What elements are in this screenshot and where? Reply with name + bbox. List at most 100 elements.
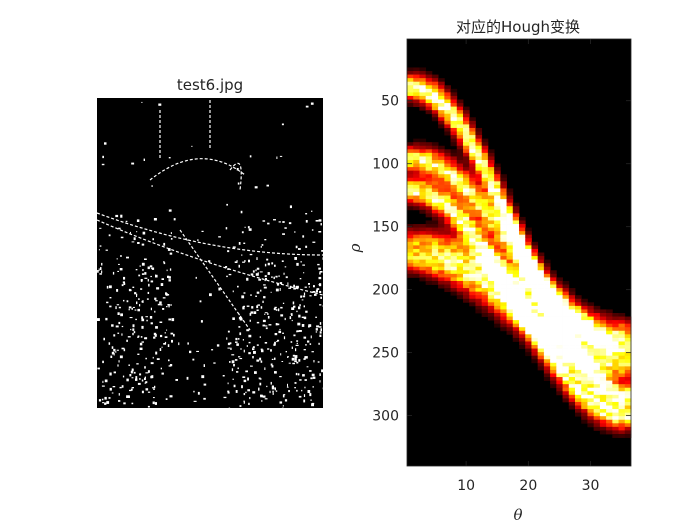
heatmap-cell <box>618 334 626 339</box>
edge-pixel <box>163 262 166 265</box>
heatmap-cell <box>431 266 439 271</box>
edge-pixel <box>241 385 243 389</box>
heatmap-cell <box>575 377 582 381</box>
heatmap-cell <box>531 309 539 314</box>
heatmap-cell <box>525 323 532 328</box>
heatmap-cell <box>593 352 601 357</box>
heatmap-cell <box>550 384 557 389</box>
heatmap-cell <box>519 280 526 285</box>
heatmap-cell <box>494 263 501 268</box>
edge-pixel <box>264 275 267 278</box>
heatmap-cell <box>425 238 433 243</box>
edge-pixel <box>228 273 232 276</box>
heatmap-cell <box>599 409 607 414</box>
edge-pixel <box>238 326 241 328</box>
heatmap-cell <box>494 288 501 293</box>
edge-pixel <box>251 306 254 309</box>
edge-pixel <box>112 271 115 275</box>
heatmap-cell <box>581 341 588 346</box>
edge-pixel <box>121 284 124 287</box>
edge-pixel <box>165 398 168 400</box>
heatmap-cell <box>494 256 501 261</box>
edge-pixel <box>305 220 308 223</box>
heatmap-cell <box>407 252 414 257</box>
heatmap-cell <box>512 270 520 275</box>
heatmap-cell <box>525 305 532 310</box>
heatmap-cell <box>425 192 433 196</box>
edge-pixel <box>145 381 148 384</box>
heatmap-cell <box>431 220 439 225</box>
heatmap-cell <box>438 110 445 115</box>
edge-pixel <box>275 323 278 326</box>
heatmap-cell <box>606 323 613 328</box>
heatmap-cell <box>450 199 458 204</box>
edge-pixel <box>116 349 119 351</box>
heatmap-cell <box>562 369 570 374</box>
heatmap-cell <box>413 149 420 154</box>
heatmap-cell <box>512 288 520 293</box>
heatmap-cell <box>525 348 532 353</box>
heatmap-cell <box>431 174 439 179</box>
heatmap-cell <box>550 309 557 314</box>
edge-pixel <box>305 213 308 215</box>
heatmap-cell <box>587 352 595 357</box>
heatmap-cell <box>587 359 595 364</box>
heatmap-cell <box>525 302 532 307</box>
edge-pixel <box>311 373 315 377</box>
edge-pixel <box>297 322 301 326</box>
heatmap-cell <box>599 369 607 374</box>
heatmap-cell <box>612 348 619 353</box>
heatmap-cell <box>506 312 514 317</box>
heatmap-cell <box>463 248 470 253</box>
edge-pixel <box>302 264 305 266</box>
edge-pixel <box>147 266 150 270</box>
heatmap-cell <box>487 316 495 321</box>
heatmap-cell <box>581 352 588 357</box>
heatmap-cell <box>593 373 601 378</box>
heatmap-cell <box>444 206 451 211</box>
heatmap-cell <box>519 330 526 335</box>
heatmap-cell <box>456 206 464 211</box>
heatmap-cell <box>537 366 545 371</box>
heatmap-cell <box>419 145 427 150</box>
heatmap-cell <box>624 377 632 381</box>
heatmap-cell <box>606 312 613 317</box>
heatmap-cell <box>606 352 613 357</box>
edge-pixel <box>301 389 303 392</box>
heatmap-cell <box>612 401 619 406</box>
heatmap-cell <box>550 345 557 349</box>
heatmap-cell <box>475 266 483 271</box>
heatmap-cell <box>575 298 582 303</box>
heatmap-cell <box>463 110 470 115</box>
edge-pixel <box>260 306 263 309</box>
heatmap-cell <box>612 369 619 374</box>
heatmap-cell <box>593 387 601 392</box>
heatmap-cell <box>606 366 613 371</box>
heatmap-cell <box>487 270 495 275</box>
heatmap-cell <box>587 327 595 332</box>
heatmap-cell <box>431 227 439 232</box>
heatmap-cell <box>506 234 514 239</box>
heatmap-cell <box>593 423 601 428</box>
heatmap-cell <box>407 81 414 86</box>
heatmap-cell <box>463 213 470 218</box>
edge-pixel <box>290 341 293 343</box>
heatmap-cell <box>587 398 595 403</box>
edge-pixel <box>144 366 146 369</box>
heatmap-cell <box>494 209 501 214</box>
heatmap-cell <box>593 377 601 381</box>
edge-pixel <box>132 332 134 336</box>
heatmap-cell <box>618 433 626 438</box>
heatmap-cell <box>531 263 539 268</box>
heatmap-cell <box>581 298 588 303</box>
heatmap-cell <box>537 291 545 296</box>
heatmap-cell <box>413 181 420 186</box>
heatmap-cell <box>463 106 470 111</box>
edge-pixel <box>131 307 133 310</box>
heatmap-cell <box>531 345 539 349</box>
edge-pixel <box>243 242 246 244</box>
heatmap-cell <box>568 320 576 325</box>
heatmap-cell <box>512 259 520 264</box>
heatmap-cell <box>425 202 433 207</box>
heatmap-cell <box>624 334 632 339</box>
